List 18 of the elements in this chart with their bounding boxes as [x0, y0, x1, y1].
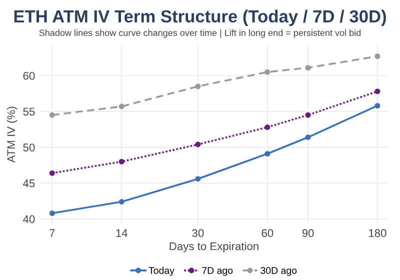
chart-subtitle: Shadow lines show curve changes over time | Lift in long end = persistent vol bid	[39, 29, 361, 38]
x-tick-label: 180	[369, 229, 386, 238]
x-tick-label: 14	[116, 229, 128, 237]
legend-label: 30D ago	[260, 267, 297, 276]
x-axis-title: Days to Expiration	[170, 242, 258, 252]
y-tick-label: 45	[23, 180, 35, 188]
x-tick-label: 30	[192, 229, 204, 238]
chart-title: ETH ATM IV Term Structure (Today / 7D / 30D)	[14, 10, 386, 26]
legend-label: 7D ago	[202, 267, 233, 276]
legend-label: Today	[148, 266, 174, 276]
y-axis-title: ATM IV (%)	[6, 106, 18, 163]
x-tick-label: 90	[302, 229, 314, 238]
y-tick-label: 60	[23, 72, 35, 80]
x-tick-label: 60	[262, 229, 274, 238]
x-tick-label: 7	[50, 229, 55, 237]
y-tick-label: 55	[23, 108, 35, 116]
y-tick-label: 40	[23, 215, 35, 224]
y-tick-label: 50	[23, 144, 35, 152]
